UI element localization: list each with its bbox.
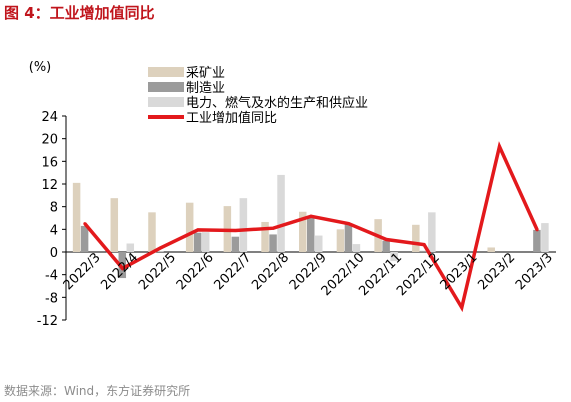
y-tick-label: 8 <box>50 201 58 216</box>
bar-manufacturing-3 <box>193 232 202 252</box>
bar-mining-1 <box>110 198 119 252</box>
line-point-5 <box>271 226 275 230</box>
bar-utilities-8 <box>390 252 398 262</box>
bar-manufacturing-0 <box>80 225 89 252</box>
bar-utilities-9 <box>428 212 436 252</box>
line-point-4 <box>234 228 238 232</box>
source-note: 数据来源：Wind，东方证券研究所 <box>4 384 191 398</box>
line-point-10 <box>460 306 464 310</box>
bar-manufacturing-5 <box>269 234 277 252</box>
line-point-6 <box>309 214 313 218</box>
x-tick-label: 2023/3 <box>513 250 556 293</box>
figure-title: 图 4：工业增加值同比 <box>4 4 155 22</box>
bar-mining-11 <box>487 247 495 252</box>
line-point-12 <box>535 228 539 232</box>
line-point-3 <box>196 228 200 232</box>
bar-utilities-3 <box>201 232 210 252</box>
bar-mining-6 <box>299 211 307 252</box>
line-point-1 <box>121 266 125 270</box>
bar-manufacturing-4 <box>231 236 240 252</box>
legend-swatch-utilities <box>148 97 184 107</box>
bar-utilities-1 <box>126 243 135 252</box>
x-tick-labels: 2022/32022/42022/52022/62022/72022/82022… <box>61 250 556 299</box>
bar-manufacturing-2 <box>156 251 164 253</box>
y-tick-label: 16 <box>41 155 58 170</box>
legend-label: 制造业 <box>186 81 225 96</box>
legend-label: 工业增加值同比 <box>186 110 277 126</box>
x-tick-label: 2022/3 <box>61 250 104 293</box>
y-tick-label: 20 <box>41 133 58 148</box>
x-tick-label: 2023/2 <box>475 250 518 293</box>
legend-swatch-manufacturing <box>148 82 184 92</box>
line-point-8 <box>384 238 388 242</box>
x-tick-label: 2022/8 <box>249 250 292 293</box>
line-point-9 <box>422 243 426 247</box>
bar-mining-7 <box>336 229 345 252</box>
bar-utilities-7 <box>352 244 361 252</box>
bar-mining-5 <box>261 221 269 252</box>
bar-manufacturing-9 <box>420 250 428 252</box>
line-point-7 <box>347 222 351 226</box>
line-point-0 <box>83 222 87 226</box>
y-tick-label: -4 <box>45 269 58 284</box>
bar-utilities-12 <box>541 223 549 252</box>
bar-utilities-4 <box>239 198 248 252</box>
x-tick-label: 2022/7 <box>211 250 254 293</box>
legend-label: 采矿业 <box>186 66 225 81</box>
bar-manufacturing-6 <box>307 215 315 252</box>
bar-utilities-6 <box>315 235 323 252</box>
bar-manufacturing-7 <box>344 223 353 252</box>
bar-mining-2 <box>148 212 156 252</box>
legend-swatch-mining <box>148 67 184 77</box>
axes: (%) 24 20 16 12 8 4 0 -4 -8 -12 <box>29 60 556 329</box>
bar-mining-0 <box>72 182 81 252</box>
bar-utilities-5 <box>277 174 285 252</box>
y-tick-label: 24 <box>41 110 58 125</box>
y-tick-label: 0 <box>50 246 58 261</box>
bar-manufacturing-12 <box>533 229 541 252</box>
x-tick-label: 2022/6 <box>174 250 217 293</box>
bar-manufacturing-8 <box>382 240 390 252</box>
y-axis-unit-label: (%) <box>29 60 52 75</box>
y-tick-label: -12 <box>37 314 58 329</box>
bar-mining-3 <box>185 202 194 252</box>
y-tick-label: -8 <box>45 291 58 306</box>
x-tick-label: 2023/1 <box>438 250 481 293</box>
line-point-2 <box>158 246 162 250</box>
line-layer <box>83 141 539 313</box>
line-point-11 <box>497 145 501 149</box>
y-tick-label: 12 <box>41 178 58 193</box>
bar-manufacturing-1 <box>118 252 127 279</box>
bar-mining-9 <box>412 224 420 252</box>
y-tick-label: 4 <box>50 223 58 238</box>
legend-label: 电力、燃气及水的生产和供应业 <box>186 95 368 111</box>
